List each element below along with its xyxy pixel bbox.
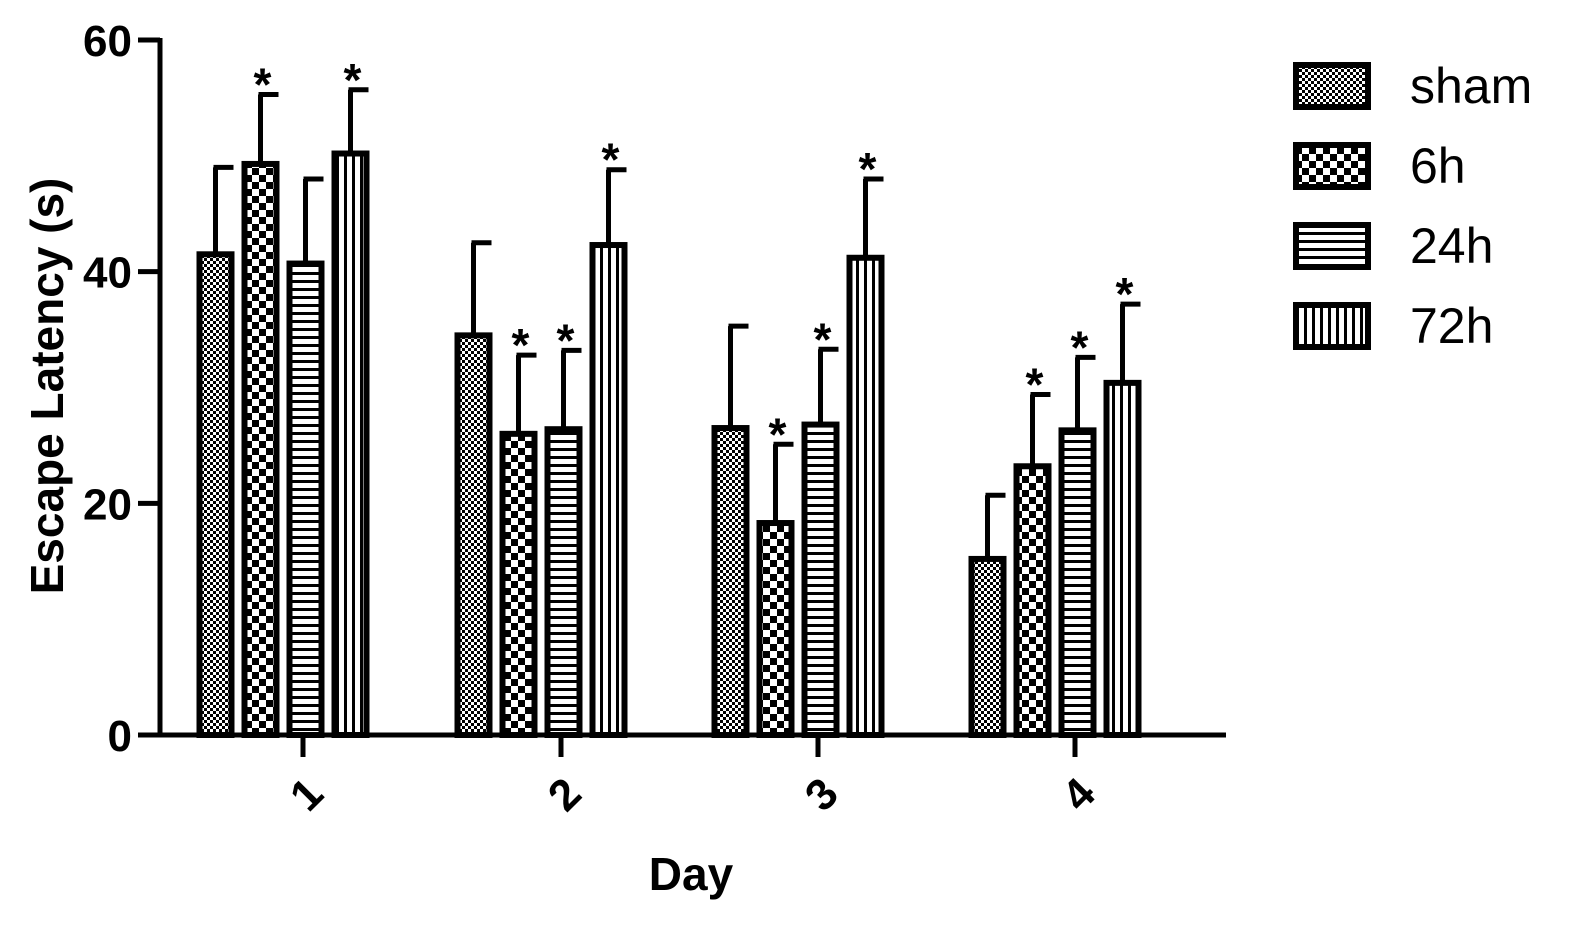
significance-star: * xyxy=(512,319,530,371)
x-axis-title: Day xyxy=(649,848,734,900)
bar-72h-day-4 xyxy=(1103,379,1142,738)
significance-star: * xyxy=(1026,358,1044,410)
x-tick-label: 1 xyxy=(281,769,333,821)
legend-label-24h: 24h xyxy=(1410,218,1493,274)
plot-area: * * * * * * * * * * * xyxy=(196,54,1142,739)
legend: sham 6h 24h 72h xyxy=(1293,58,1532,354)
legend-label-sham: sham xyxy=(1410,58,1532,114)
axes: 0 20 40 60 1 2 3 4 xyxy=(83,17,1226,821)
bar-sham-day-2 xyxy=(454,332,493,738)
x-tick-label: 2 xyxy=(539,769,591,821)
y-tick-label: 40 xyxy=(83,249,132,298)
significance-star: * xyxy=(1071,321,1089,373)
significance-star: * xyxy=(254,58,272,110)
significance-star: * xyxy=(814,313,832,365)
significance-star: * xyxy=(769,408,787,460)
significance-star: * xyxy=(602,134,620,186)
bar-6h-day-2 xyxy=(499,430,538,738)
significance-star: * xyxy=(344,54,362,106)
bar-72h-day-3 xyxy=(846,254,885,738)
bar-72h-day-2 xyxy=(589,242,628,738)
y-tick-label: 60 xyxy=(83,17,132,66)
bar-6h-day-4 xyxy=(1013,463,1052,738)
legend-swatch-24h xyxy=(1293,222,1371,270)
bar-sham-day-3 xyxy=(711,425,750,738)
significance-star: * xyxy=(557,314,575,366)
bar-sham-day-4 xyxy=(968,555,1007,739)
legend-swatch-72h xyxy=(1293,302,1371,350)
y-axis-title: Escape Latency (s) xyxy=(21,178,73,595)
bar-24h-day-2 xyxy=(544,426,583,738)
significance-star: * xyxy=(1116,268,1134,320)
legend-swatch-6h xyxy=(1293,142,1371,190)
bar-24h-day-4 xyxy=(1058,427,1097,738)
bar-6h-day-1 xyxy=(241,160,280,739)
bar-sham-day-1 xyxy=(196,251,235,739)
legend-label-6h: 6h xyxy=(1410,138,1466,194)
significance-star: * xyxy=(859,143,877,195)
bar-24h-day-3 xyxy=(801,421,840,738)
x-tick-label: 3 xyxy=(796,769,848,821)
legend-swatch-sham xyxy=(1293,62,1371,110)
y-tick-label: 20 xyxy=(83,480,132,529)
legend-label-72h: 72h xyxy=(1410,298,1493,354)
bar-6h-day-3 xyxy=(756,520,795,739)
bar-72h-day-1 xyxy=(331,150,370,738)
y-tick-label: 0 xyxy=(108,712,132,761)
bar-24h-day-1 xyxy=(286,260,325,738)
x-tick-label: 4 xyxy=(1053,768,1105,820)
